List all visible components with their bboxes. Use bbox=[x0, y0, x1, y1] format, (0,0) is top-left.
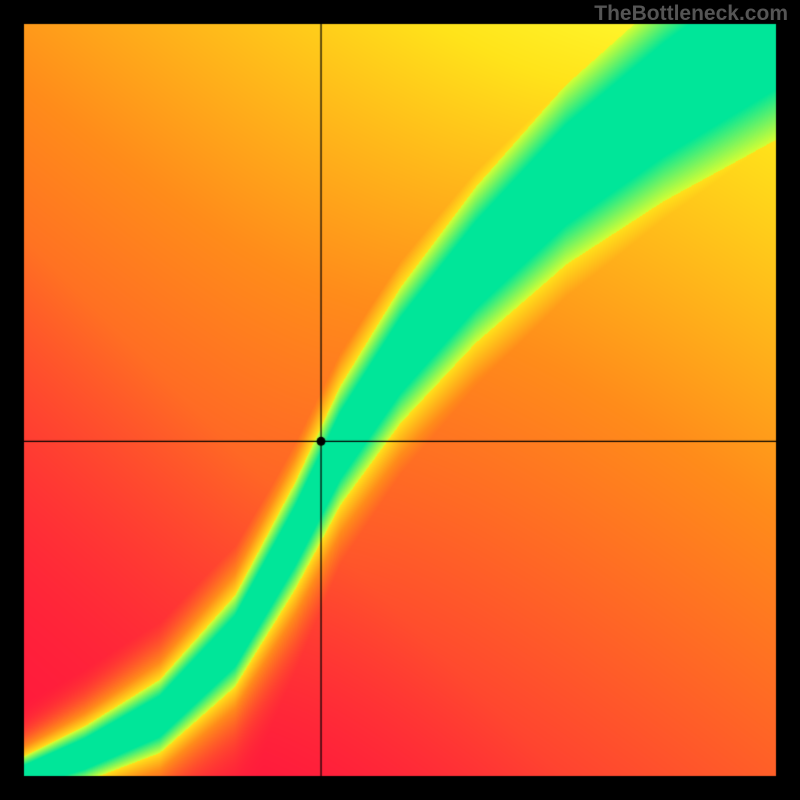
watermark-text: TheBottleneck.com bbox=[594, 2, 788, 26]
chart-container: TheBottleneck.com bbox=[0, 0, 800, 800]
bottleneck-heatmap bbox=[0, 0, 800, 800]
